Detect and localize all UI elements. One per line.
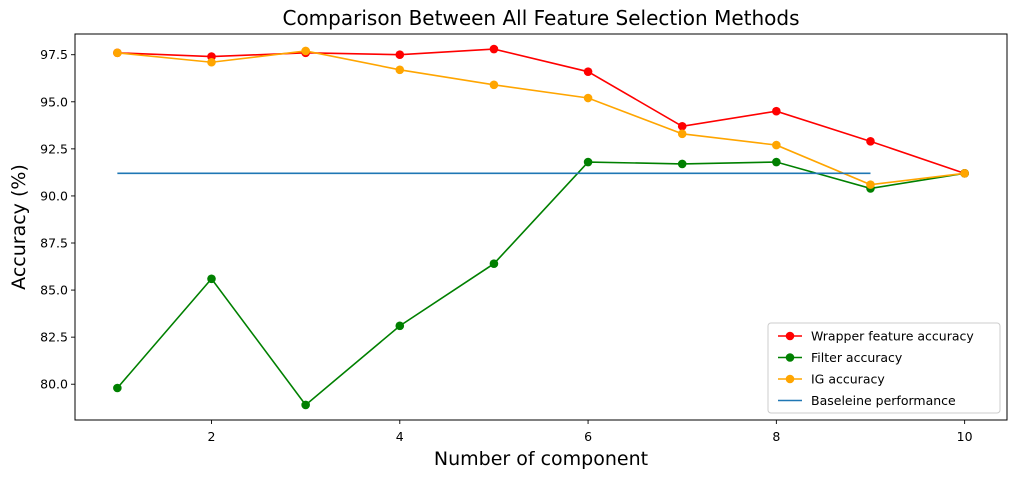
y-axis: 80.0 82.5 85.0 87.5 90.0 92.5 95.0 97.5	[40, 47, 75, 392]
legend: Wrapper feature accuracy Filter accuracy I…	[767, 322, 1001, 414]
legend-marker-filter-accuracy	[785, 353, 795, 362]
plot-area	[113, 44, 969, 410]
data-point-ig-accuracy	[866, 180, 875, 189]
y-tick-label: 82.5	[40, 330, 68, 345]
legend-label-baseleine-performance: Baseleine performance	[811, 393, 956, 408]
data-point-filter-accuracy	[677, 159, 687, 169]
x-axis: 2 4 6 8 10	[208, 420, 973, 444]
y-tick-label: 80.0	[40, 377, 68, 392]
data-point-ig-accuracy	[301, 46, 310, 56]
x-tick-label: 2	[208, 429, 216, 444]
y-axis-label: Accuracy (%)	[8, 164, 30, 290]
data-point-filter-accuracy	[583, 157, 593, 167]
data-point-filter-accuracy	[301, 400, 310, 410]
data-point-ig-accuracy	[113, 48, 122, 58]
data-point-wrapper-feature-accuracy	[677, 121, 687, 131]
data-point-filter-accuracy	[207, 274, 216, 284]
y-tick-label: 92.5	[40, 141, 68, 156]
data-point-wrapper-feature-accuracy	[772, 106, 781, 116]
data-point-filter-accuracy	[489, 259, 499, 269]
legend-box	[767, 322, 1001, 414]
series-line-filter-accuracy	[116, 161, 965, 407]
y-tick-label: 85.0	[40, 283, 68, 298]
y-tick-label: 97.5	[40, 47, 68, 62]
plot-frame	[74, 33, 1008, 421]
legend-label-filter-accuracy: Filter accuracy	[811, 350, 903, 365]
data-point-filter-accuracy	[395, 321, 405, 331]
chart-title: Comparison Between All Feature Selection…	[282, 6, 799, 30]
data-point-ig-accuracy	[395, 65, 405, 75]
data-point-wrapper-feature-accuracy	[489, 44, 499, 54]
data-point-ig-accuracy	[489, 80, 499, 90]
data-point-filter-accuracy	[113, 383, 122, 393]
data-point-filter-accuracy	[772, 157, 781, 167]
data-point-wrapper-feature-accuracy	[395, 50, 405, 60]
data-point-ig-accuracy	[960, 169, 969, 178]
y-tick-label: 90.0	[40, 188, 68, 203]
series-line-wrapper-feature-accuracy	[117, 48, 965, 175]
data-point-ig-accuracy	[772, 140, 781, 150]
y-tick-label: 87.5	[40, 236, 68, 251]
x-axis-label: Number of component	[434, 448, 648, 470]
data-point-wrapper-feature-accuracy	[866, 137, 875, 146]
legend-marker-ig-accuracy	[785, 374, 795, 384]
legend-label-ig-accuracy: IG accuracy	[811, 372, 885, 387]
data-point-ig-accuracy	[677, 129, 687, 139]
legend-marker-wrapper-feature-accuracy	[785, 331, 795, 341]
x-tick-label: 8	[772, 429, 780, 444]
data-point-ig-accuracy	[207, 57, 216, 67]
x-tick-label: 4	[396, 429, 404, 444]
series-line-ig-accuracy	[117, 50, 965, 186]
x-tick-label: 10	[957, 429, 973, 444]
y-tick-label: 95.0	[40, 94, 68, 109]
data-point-wrapper-feature-accuracy	[583, 67, 593, 76]
data-point-ig-accuracy	[583, 93, 593, 103]
x-tick-label: 6	[584, 429, 592, 444]
legend-label-wrapper-feature-accuracy: Wrapper feature accuracy	[811, 329, 974, 344]
